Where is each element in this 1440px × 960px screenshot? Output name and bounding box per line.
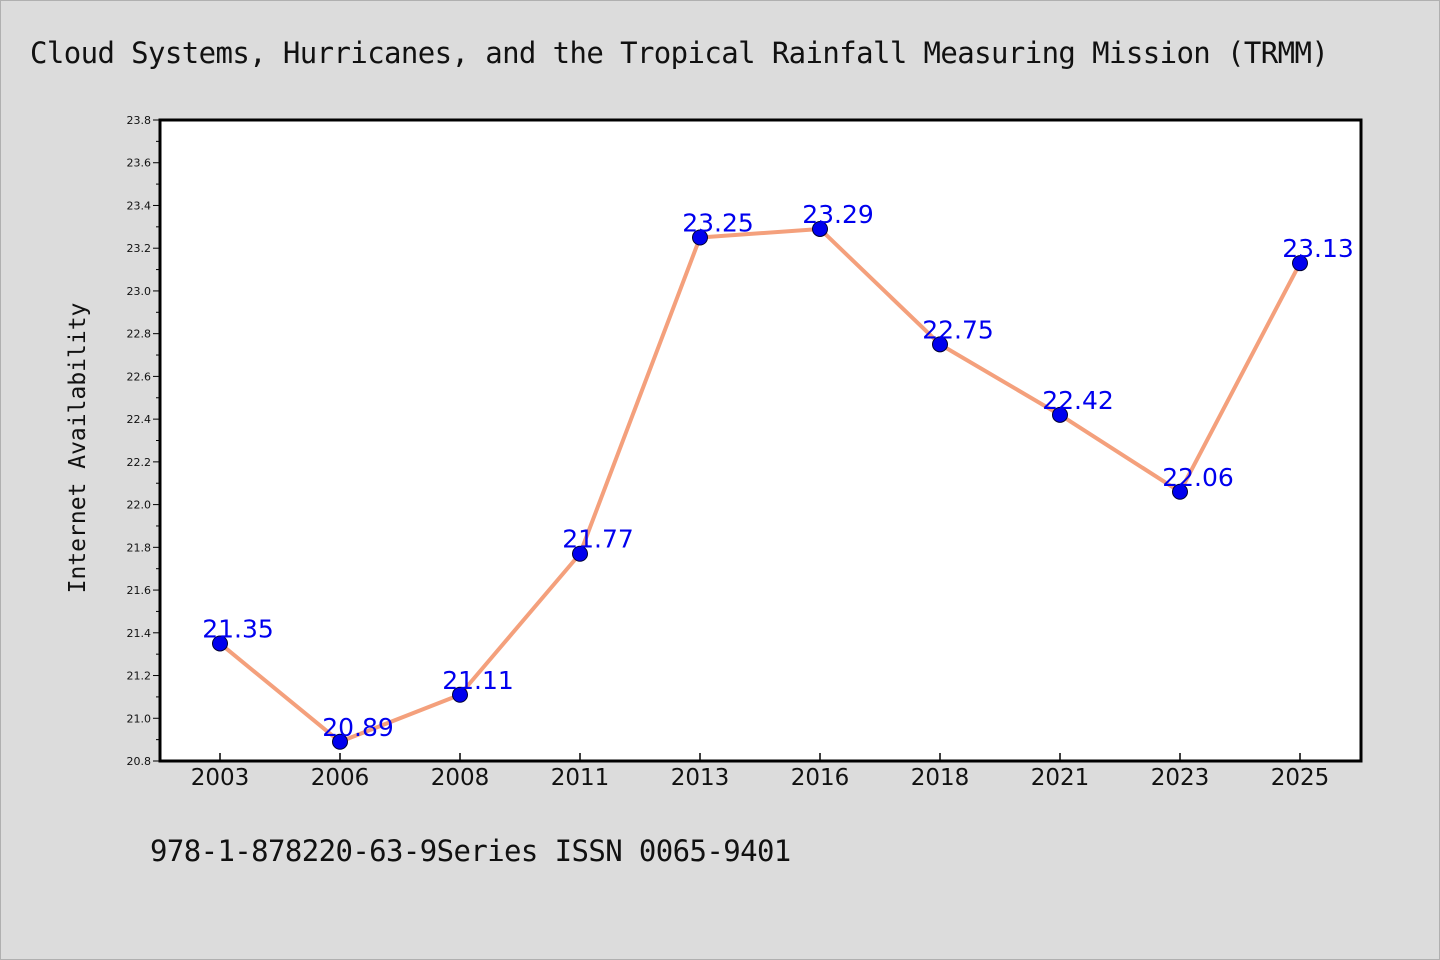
- y-tick-label: 23.6: [127, 157, 152, 170]
- data-label: 23.13: [1282, 234, 1354, 263]
- data-point: [692, 229, 708, 246]
- y-tick-label: 22.0: [127, 499, 152, 512]
- data-label: 22.06: [1162, 463, 1234, 492]
- x-tick-label: 2006: [311, 765, 370, 791]
- x-tick-label: 2021: [1031, 765, 1090, 791]
- data-point: [452, 686, 468, 703]
- y-tick-label: 21.8: [127, 541, 152, 554]
- y-tick-label: 20.8: [127, 755, 152, 768]
- data-label: 21.77: [562, 525, 634, 554]
- data-label: 22.75: [922, 315, 994, 344]
- y-tick-label: 23.0: [127, 285, 152, 298]
- y-tick-label: 23.4: [127, 199, 152, 212]
- x-tick-label: 2008: [431, 765, 490, 791]
- y-tick-label: 21.6: [127, 584, 152, 597]
- data-label: 20.89: [322, 713, 394, 742]
- plot-area: [158, 118, 1363, 763]
- data-point: [932, 336, 948, 353]
- data-label: 21.11: [442, 666, 514, 695]
- chart-title: Cloud Systems, Hurricanes, and the Tropi…: [30, 36, 1329, 70]
- x-axis: 2003 2006 2008 2011 2013 2016 2018 2021 2023 2025: [191, 753, 1330, 791]
- x-tick-label: 2013: [671, 765, 730, 791]
- data-label: 23.29: [802, 200, 874, 229]
- data-point: [1052, 406, 1068, 423]
- x-tick-label: 2025: [1271, 765, 1330, 791]
- y-tick-label: 22.8: [127, 328, 152, 341]
- data-label: 22.42: [1042, 386, 1114, 415]
- y-axis-label: Internet Availability: [65, 303, 91, 594]
- x-tick-label: 2011: [551, 765, 610, 791]
- y-tick-label: 22.2: [127, 456, 152, 469]
- x-tick-label: 2018: [911, 765, 970, 791]
- y-tick-label: 21.2: [127, 670, 152, 683]
- y-axis: 20.8 21.0 21.2 21.4 21.6 21.8 22.0 22.2 22.4 22.6…: [127, 114, 160, 768]
- series-group: 21.35 20.89 21.11 21.77 23.25 23.29 22.75 22.42…: [202, 200, 1354, 750]
- data-label: 21.35: [202, 614, 274, 643]
- y-tick-label: 22.4: [127, 413, 152, 426]
- data-point: [332, 733, 348, 750]
- data-point: [212, 635, 228, 652]
- data-point: [572, 545, 588, 562]
- data-label: 23.25: [682, 209, 754, 238]
- data-point: [1172, 483, 1188, 500]
- data-point: [1292, 255, 1308, 272]
- y-tick-label: 23.8: [127, 114, 152, 127]
- y-tick-label: 23.2: [127, 242, 152, 255]
- data-point: [812, 220, 828, 237]
- x-tick-label: 2023: [1151, 765, 1210, 791]
- x-tick-label: 2003: [191, 765, 250, 791]
- x-tick-label: 2016: [791, 765, 850, 791]
- y-tick-label: 21.0: [127, 712, 152, 725]
- y-tick-label: 22.6: [127, 370, 152, 383]
- footer-isbn-text: 978-1-878220-63-9Series ISSN 0065-9401: [150, 834, 791, 868]
- y-tick-label: 21.4: [127, 627, 152, 640]
- series-line: [218, 226, 1302, 744]
